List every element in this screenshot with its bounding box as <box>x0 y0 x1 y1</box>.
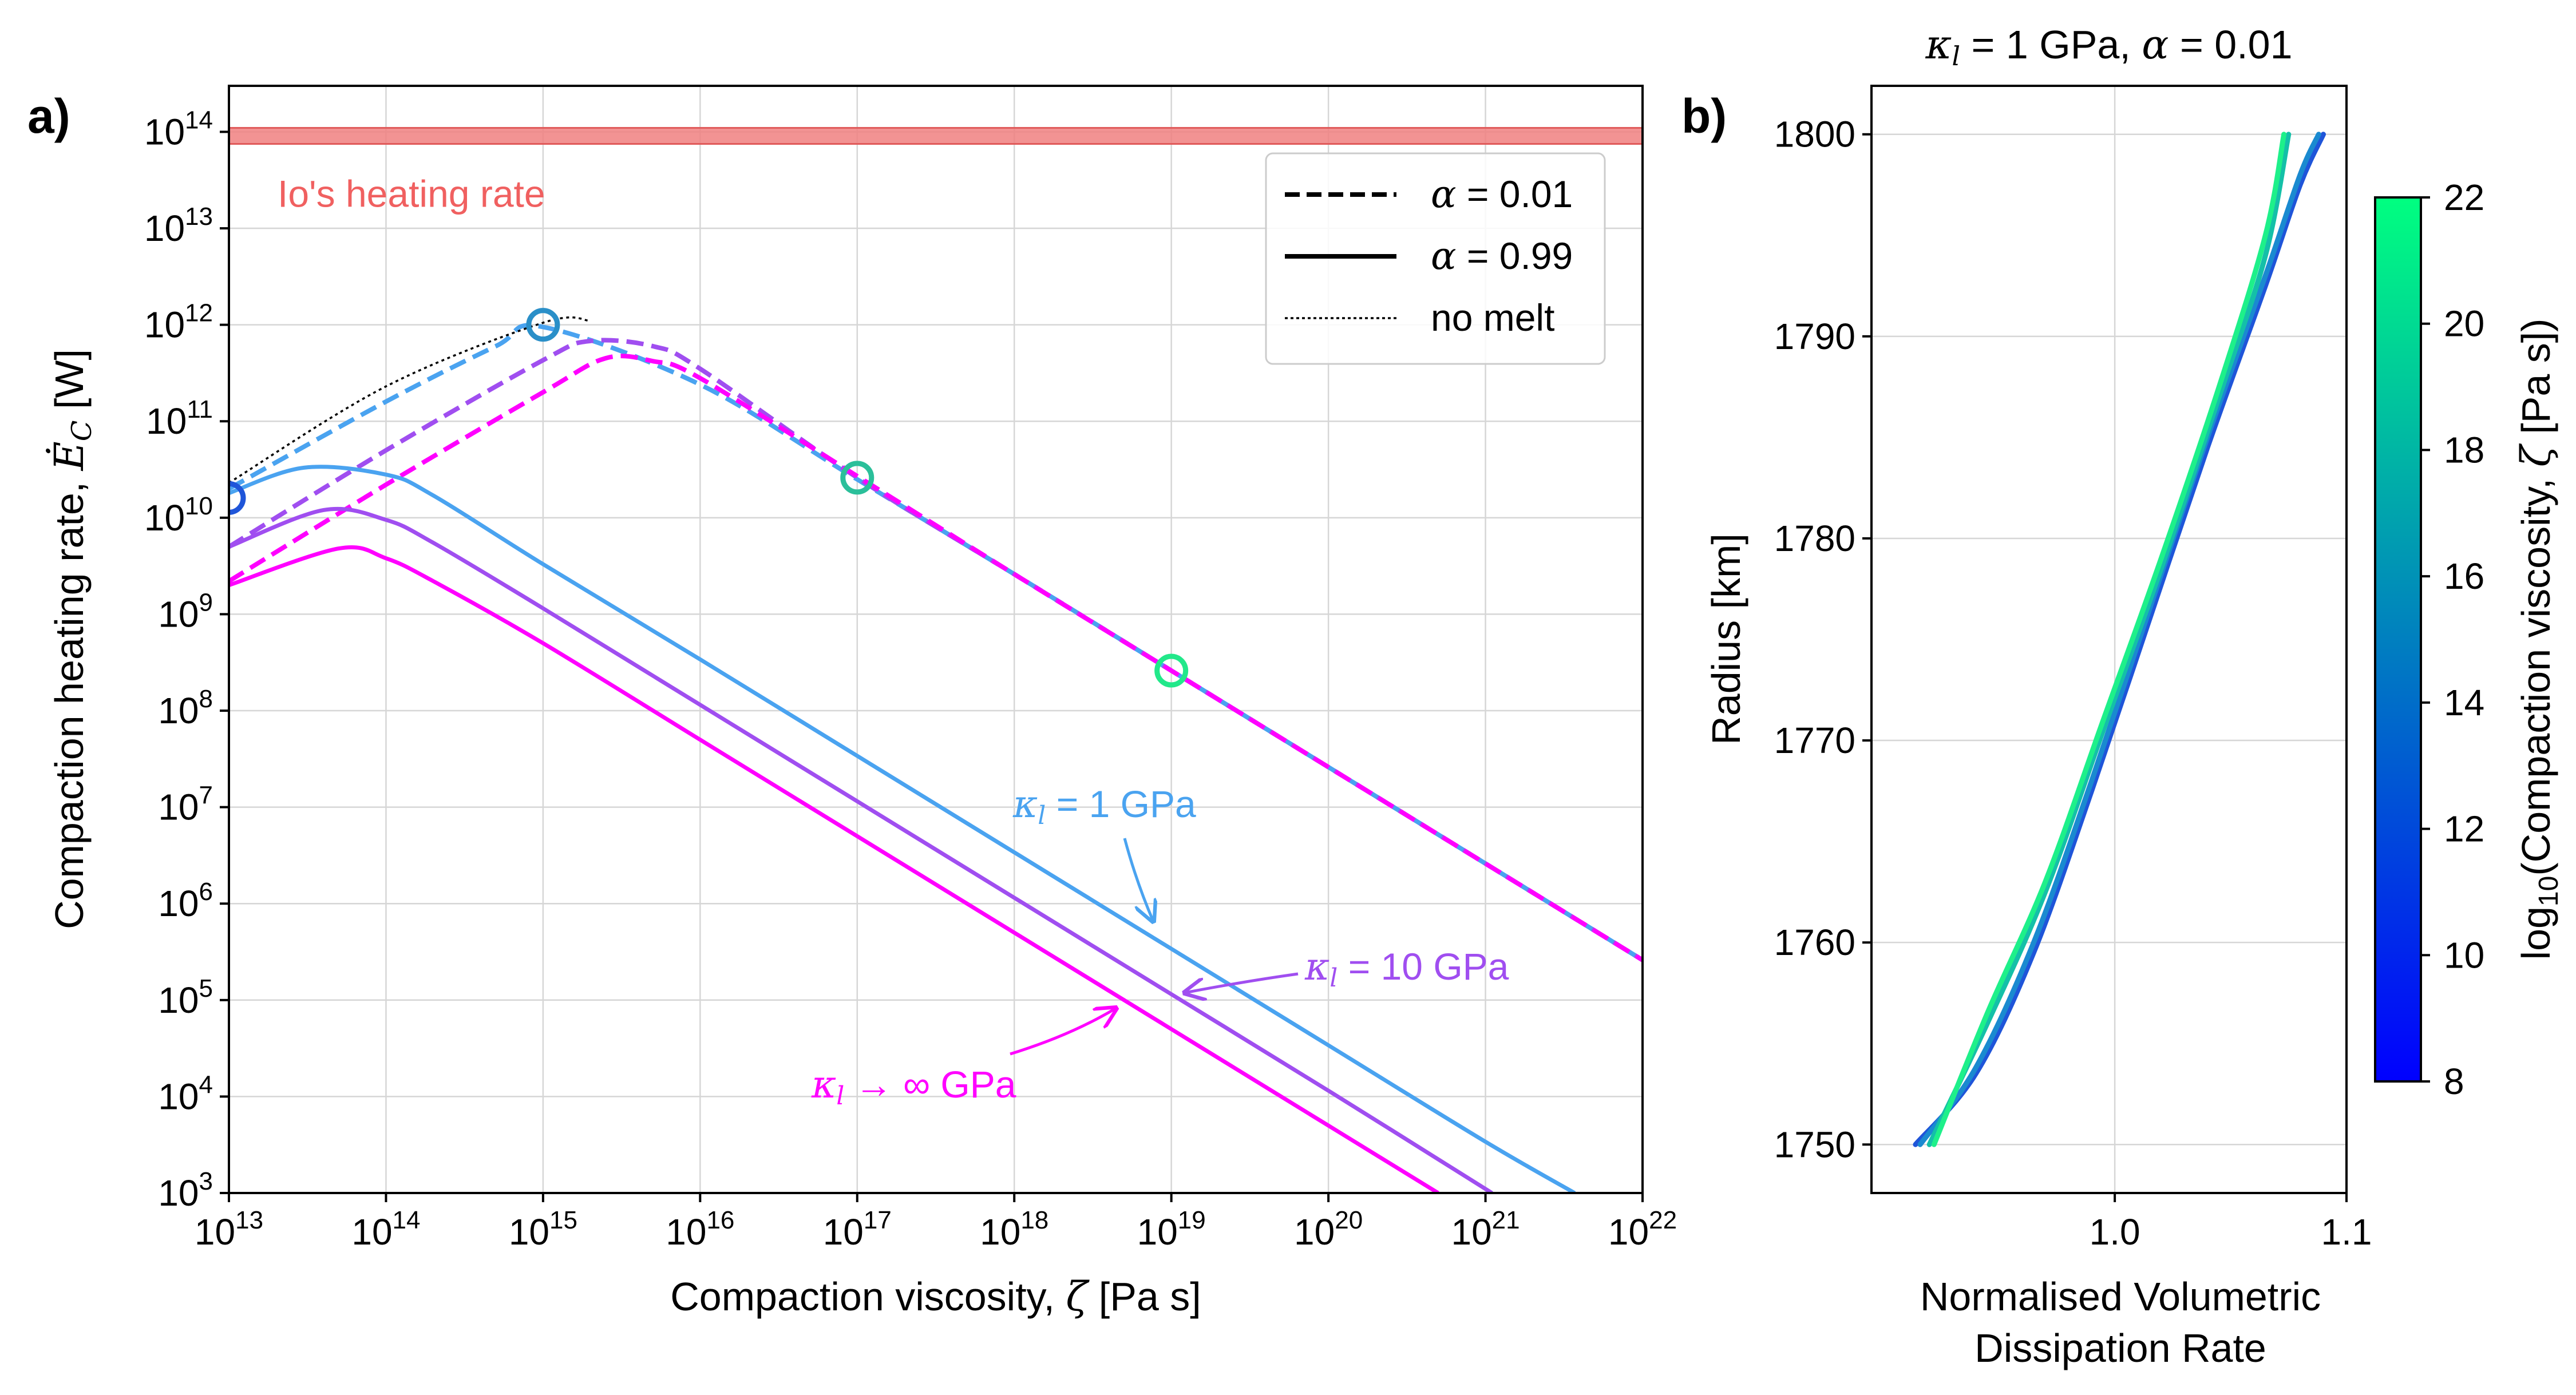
x-tick-label: 1017 <box>823 1206 892 1253</box>
x-tick-label: 1016 <box>666 1206 734 1253</box>
panel-a-legend: α = 0.01 α = 0.99 no melt <box>1265 152 1606 365</box>
x-tick-label: 1.0 <box>2090 1211 2140 1253</box>
x-tick-label: 1021 <box>1451 1206 1520 1253</box>
panel-b-series <box>1913 132 2326 1147</box>
panel-b-ticks: 1.0 1.1 1750 1760 1770 1780 1790 1800 <box>1774 114 2372 1253</box>
legend-alpha-099: α = 0.99 <box>1431 234 1573 278</box>
series-line-0 <box>229 323 1643 962</box>
profile-line-0 <box>1913 132 2326 1147</box>
y-tick-label: 103 <box>158 1167 213 1214</box>
panel-b-label: b) <box>1681 89 1727 143</box>
colorbar-tick-label: 14 <box>2444 682 2484 723</box>
series-line-4 <box>229 506 1493 1193</box>
colorbar-tick-label: 16 <box>2444 556 2484 597</box>
series-line-2 <box>229 354 1643 962</box>
series-line-3 <box>229 465 1576 1193</box>
highlight-marker-1 <box>526 308 560 342</box>
colorbar-tick-label: 18 <box>2444 429 2484 470</box>
y-tick-label: 1790 <box>1774 316 1855 357</box>
legend-box <box>1265 152 1606 365</box>
y-tick-label: 1750 <box>1774 1124 1855 1165</box>
colorbar: 8 10 12 14 16 18 20 22 log10(Compaction viscosi… <box>2374 177 2564 1102</box>
y-tick-label: 1014 <box>144 106 213 152</box>
annotation-kappa-1: κl = 1 GPa <box>1012 782 1196 830</box>
series-line-1 <box>229 338 1643 962</box>
x-tick-label: 1.1 <box>2321 1211 2372 1253</box>
panel-a-series <box>229 316 1643 1193</box>
colorbar-tick-label: 22 <box>2444 177 2484 218</box>
colorbar-label: log10(Compaction viscosity, ζ [Pa s]) <box>2512 319 2564 960</box>
y-tick-label: 1012 <box>144 299 213 346</box>
y-tick-label: 1770 <box>1774 720 1855 761</box>
legend-alpha-001: α = 0.01 <box>1431 172 1573 216</box>
io-heating-band <box>229 126 1643 145</box>
panel-a-xlabel: Compaction viscosity, ζ [Pa s] <box>670 1273 1201 1320</box>
y-tick-label: 1780 <box>1774 518 1855 559</box>
panel-b-frame <box>1870 85 2348 1194</box>
highlight-marker-3 <box>1154 653 1189 688</box>
x-tick-label: 1019 <box>1137 1206 1206 1253</box>
panel-b-ylabel: Radius [km] <box>1704 533 1748 745</box>
y-tick-label: 108 <box>158 685 213 731</box>
panel-a-ticks: 1013 1014 1015 1016 1017 1018 1019 1020 1021 1022… <box>144 106 1677 1253</box>
y-tick-label: 1013 <box>144 203 213 249</box>
annotation-kappa-inf: κl → ∞ GPa <box>811 1063 1016 1111</box>
panel-a-markers <box>229 308 1189 688</box>
x-tick-label: 1014 <box>351 1206 420 1253</box>
x-tick-label: 1013 <box>195 1206 263 1253</box>
y-tick-label: 106 <box>158 878 213 924</box>
panel-b-xlabel-line1: Normalised Volumetric <box>1920 1274 2321 1319</box>
profile-line-1 <box>1917 132 2321 1147</box>
profile-line-2 <box>1926 132 2292 1147</box>
x-tick-label: 1020 <box>1294 1206 1363 1253</box>
series-line-5 <box>229 545 1439 1193</box>
highlight-marker-2 <box>840 461 875 495</box>
x-tick-label: 1018 <box>980 1206 1048 1253</box>
panel-a-annotations: κl = 1 GPa κl = 10 GPa κl → ∞ GPa <box>811 782 1509 1111</box>
colorbar-tick-label: 10 <box>2444 934 2484 976</box>
panel-a-label: a) <box>27 89 70 143</box>
panel-a-ylabel: Compaction heating rate, ĖC [W] <box>46 349 98 929</box>
panel-b-xlabel-line2: Dissipation Rate <box>1974 1326 2266 1370</box>
y-tick-label: 1760 <box>1774 922 1855 963</box>
colorbar-tick-label: 20 <box>2444 303 2484 344</box>
y-tick-label: 107 <box>158 782 213 828</box>
io-heating-label: Io's heating rate <box>278 173 545 215</box>
y-tick-label: 1011 <box>146 395 213 442</box>
x-tick-label: 1022 <box>1608 1206 1677 1253</box>
series-line-6 <box>229 316 591 484</box>
panel-b-title: κl = 1 GPa, α = 0.01 <box>1925 21 2292 72</box>
colorbar-gradient <box>2374 196 2422 1083</box>
y-tick-label: 1800 <box>1774 114 1855 155</box>
x-tick-label: 1015 <box>509 1206 577 1253</box>
arrow-kappa-1 <box>1123 838 1153 921</box>
panel-b: b) κl = 1 GPa, α = 0.01 1.0 1.1 1750 1760 17… <box>1681 21 2372 1370</box>
legend-no-melt: no melt <box>1431 296 1554 339</box>
panel-a: a) Io's heating rate 1013 1014 1015 1016 101… <box>27 85 1677 1320</box>
arrow-kappa-inf <box>1010 1008 1116 1056</box>
colorbar-tick-label: 8 <box>2444 1061 2464 1102</box>
y-tick-label: 105 <box>158 974 213 1021</box>
highlight-marker-0 <box>229 481 246 515</box>
y-tick-label: 1010 <box>144 492 213 538</box>
colorbar-tick-label: 12 <box>2444 809 2484 850</box>
colorbar-ticks: 8 10 12 14 16 18 20 22 <box>2421 177 2484 1102</box>
y-tick-label: 104 <box>158 1071 213 1117</box>
arrow-kappa-10 <box>1185 972 1299 993</box>
profile-line-3 <box>1931 132 2287 1147</box>
y-tick-label: 109 <box>158 588 213 635</box>
annotation-kappa-10: κl = 10 GPa <box>1304 945 1509 993</box>
panel-a-frame <box>228 85 1644 1194</box>
